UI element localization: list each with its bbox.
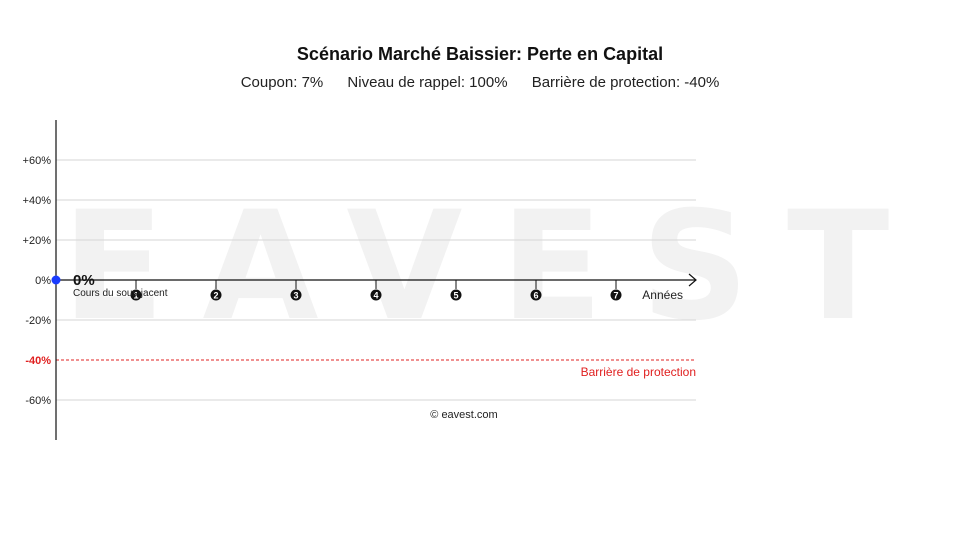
- grid-lines: [56, 159, 696, 401]
- x-axis-arrow: [688, 273, 697, 287]
- x-tick-marker: [290, 289, 302, 301]
- x-axis-ticks: 1 2 3 4 5 6 7: [130, 280, 622, 301]
- y-tick-label: -40%: [25, 355, 51, 367]
- coupon-label: Coupon: 7%: [240, 74, 324, 91]
- barrier-label: Barrière de protection: [581, 365, 696, 379]
- x-axis-label: Années: [642, 288, 683, 302]
- x-tick-marker: [210, 289, 222, 301]
- x-tick-label: 7: [613, 291, 618, 301]
- start-value-label: 0%: [73, 272, 95, 289]
- y-tick-label: -60%: [25, 395, 51, 407]
- watermark: EAVEST: [62, 180, 927, 354]
- copyright-text: © eavest.com: [430, 409, 497, 421]
- x-tick-label: 5: [453, 291, 458, 301]
- y-tick-label: 0%: [35, 275, 51, 287]
- y-tick-label: +40%: [23, 195, 52, 207]
- x-tick-label: 6: [533, 291, 538, 301]
- series-marks: 0%Cours du sous-jacent: [51, 272, 168, 299]
- chart-title: Scénario Marché Baissier: Perte en Capit…: [296, 44, 664, 64]
- chart-subtitle: Coupon: 7% Niveau de rappel: 100% Barriè…: [0, 74, 960, 91]
- start-point: [51, 275, 61, 285]
- x-tick-label: 3: [293, 291, 298, 301]
- x-tick-marker: [370, 289, 382, 301]
- recall-level-label: Niveau de rappel: 100%: [347, 74, 508, 91]
- y-tick-label: +60%: [23, 155, 52, 167]
- x-tick-marker: [130, 289, 142, 301]
- x-tick-label: 4: [373, 291, 378, 301]
- x-tick-marker: [530, 289, 542, 301]
- y-tick-label: -20%: [25, 315, 51, 327]
- x-tick-marker: [450, 289, 462, 301]
- y-axis-ticks: +60% +40% +20% 0% -20% -40% -60%: [23, 155, 52, 407]
- x-tick-label: 2: [213, 291, 218, 301]
- x-tick-marker: [610, 289, 622, 301]
- x-tick-label: 1: [133, 291, 138, 301]
- y-tick-label: +20%: [23, 235, 52, 247]
- series-name-label: Cours du sous-jacent: [73, 288, 168, 299]
- barrier-label: Barrière de protection: -40%: [531, 74, 720, 91]
